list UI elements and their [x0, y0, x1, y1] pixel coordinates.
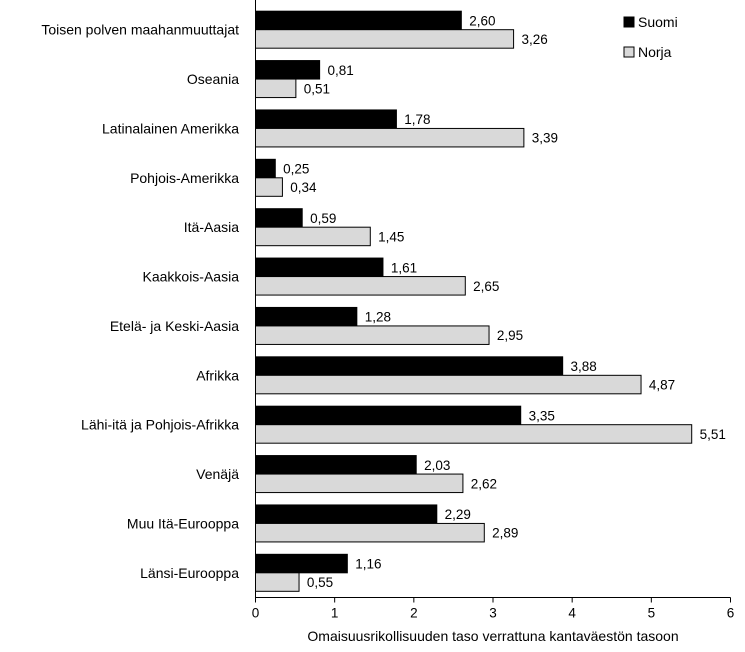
bar-norja	[255, 522, 485, 543]
bar-norja	[255, 29, 515, 49]
bar-suomi	[255, 10, 462, 31]
category-label: Etelä- ja Keski-Aasia	[110, 318, 239, 334]
x-tick-label: 2	[410, 606, 418, 621]
bar-suomi	[255, 158, 276, 179]
bar-suomi	[255, 405, 522, 426]
bar-suomi	[255, 306, 358, 327]
data-label-suomi: 3,35	[529, 408, 555, 423]
bar-norja	[255, 276, 466, 296]
data-label-norja: 2,62	[471, 476, 497, 491]
data-label-suomi: 1,16	[355, 557, 381, 572]
x-tick-label: 1	[331, 606, 339, 621]
data-label-suomi: 2,03	[424, 458, 450, 473]
data-label-norja: 0,55	[307, 575, 333, 590]
legend: Suomi Norja	[623, 14, 678, 60]
labels-layer: Toisen polven maahanmuuttajat 2,60 3,26 Ose…	[41, 13, 726, 590]
category-label: Kaakkois-Aasia	[143, 269, 240, 285]
bar-norja	[255, 226, 371, 247]
data-label-suomi: 0,59	[310, 211, 336, 226]
data-label-norja: 3,39	[532, 131, 558, 146]
data-label-suomi: 2,29	[445, 507, 471, 522]
data-label-suomi: 1,28	[365, 310, 391, 325]
bar-norja	[255, 78, 297, 99]
category-label: Itä-Aasia	[184, 219, 239, 235]
legend-swatch-norja	[623, 46, 635, 58]
data-label-suomi: 1,61	[391, 260, 417, 275]
data-label-suomi: 1,78	[404, 112, 430, 127]
data-label-norja: 0,34	[290, 180, 317, 195]
bar-norja	[255, 374, 642, 395]
category-label: Pohjois-Amerikka	[130, 170, 239, 186]
legend-swatch-suomi	[623, 16, 635, 28]
data-label-norja: 4,87	[649, 378, 675, 393]
category-label: Venäjä	[196, 466, 239, 482]
category-label: Latinalainen Amerikka	[102, 120, 239, 136]
x-tick-label: 3	[489, 606, 497, 621]
data-label-norja: 3,26	[521, 32, 547, 47]
data-label-norja: 2,95	[497, 328, 523, 343]
x-tick-label: 4	[568, 606, 576, 621]
data-label-norja: 2,65	[473, 279, 499, 294]
data-label-suomi: 2,60	[469, 13, 495, 28]
legend-label-norja: Norja	[638, 44, 672, 60]
bar-suomi	[255, 356, 564, 376]
category-label: Afrikka	[196, 367, 239, 383]
data-label-norja: 2,89	[492, 526, 518, 541]
bar-norja	[255, 473, 464, 494]
category-label: Toisen polven maahanmuuttajat	[41, 22, 239, 38]
bar-suomi	[255, 109, 397, 129]
bar-norja	[255, 127, 525, 148]
data-label-norja: 5,51	[700, 427, 726, 442]
category-label: Oseania	[187, 71, 239, 87]
x-tick-label: 0	[252, 606, 260, 621]
x-tick-label: 6	[727, 606, 735, 621]
bar-norja	[255, 424, 693, 444]
bar-suomi	[255, 504, 438, 524]
bar-suomi	[255, 553, 348, 574]
legend-label-suomi: Suomi	[638, 14, 678, 30]
data-label-norja: 1,45	[378, 229, 404, 244]
bar-suomi	[255, 257, 384, 278]
bar-suomi	[255, 60, 321, 80]
bar-suomi	[255, 208, 303, 228]
category-label: Lähi-itä ja Pohjois-Afrikka	[81, 417, 239, 433]
bar-norja	[255, 572, 300, 592]
bars-layer	[255, 10, 693, 592]
axis-layer: 0 1 2 3 4 5 6 Omaisuusrikollisuuden taso verrat…	[252, 0, 735, 644]
data-label-norja: 0,51	[304, 81, 330, 96]
bar-norja	[255, 177, 283, 197]
category-label: Länsi-Eurooppa	[140, 565, 239, 581]
x-tick-label: 5	[648, 606, 656, 621]
data-label-suomi: 0,81	[327, 63, 353, 78]
category-label: Muu Itä-Eurooppa	[127, 515, 239, 531]
bar-suomi	[255, 455, 417, 475]
x-axis-title: Omaisuusrikollisuuden taso verrattuna ka…	[307, 628, 678, 644]
data-label-suomi: 3,88	[571, 359, 597, 374]
data-label-suomi: 0,25	[283, 162, 309, 177]
bar-norja	[255, 325, 490, 345]
